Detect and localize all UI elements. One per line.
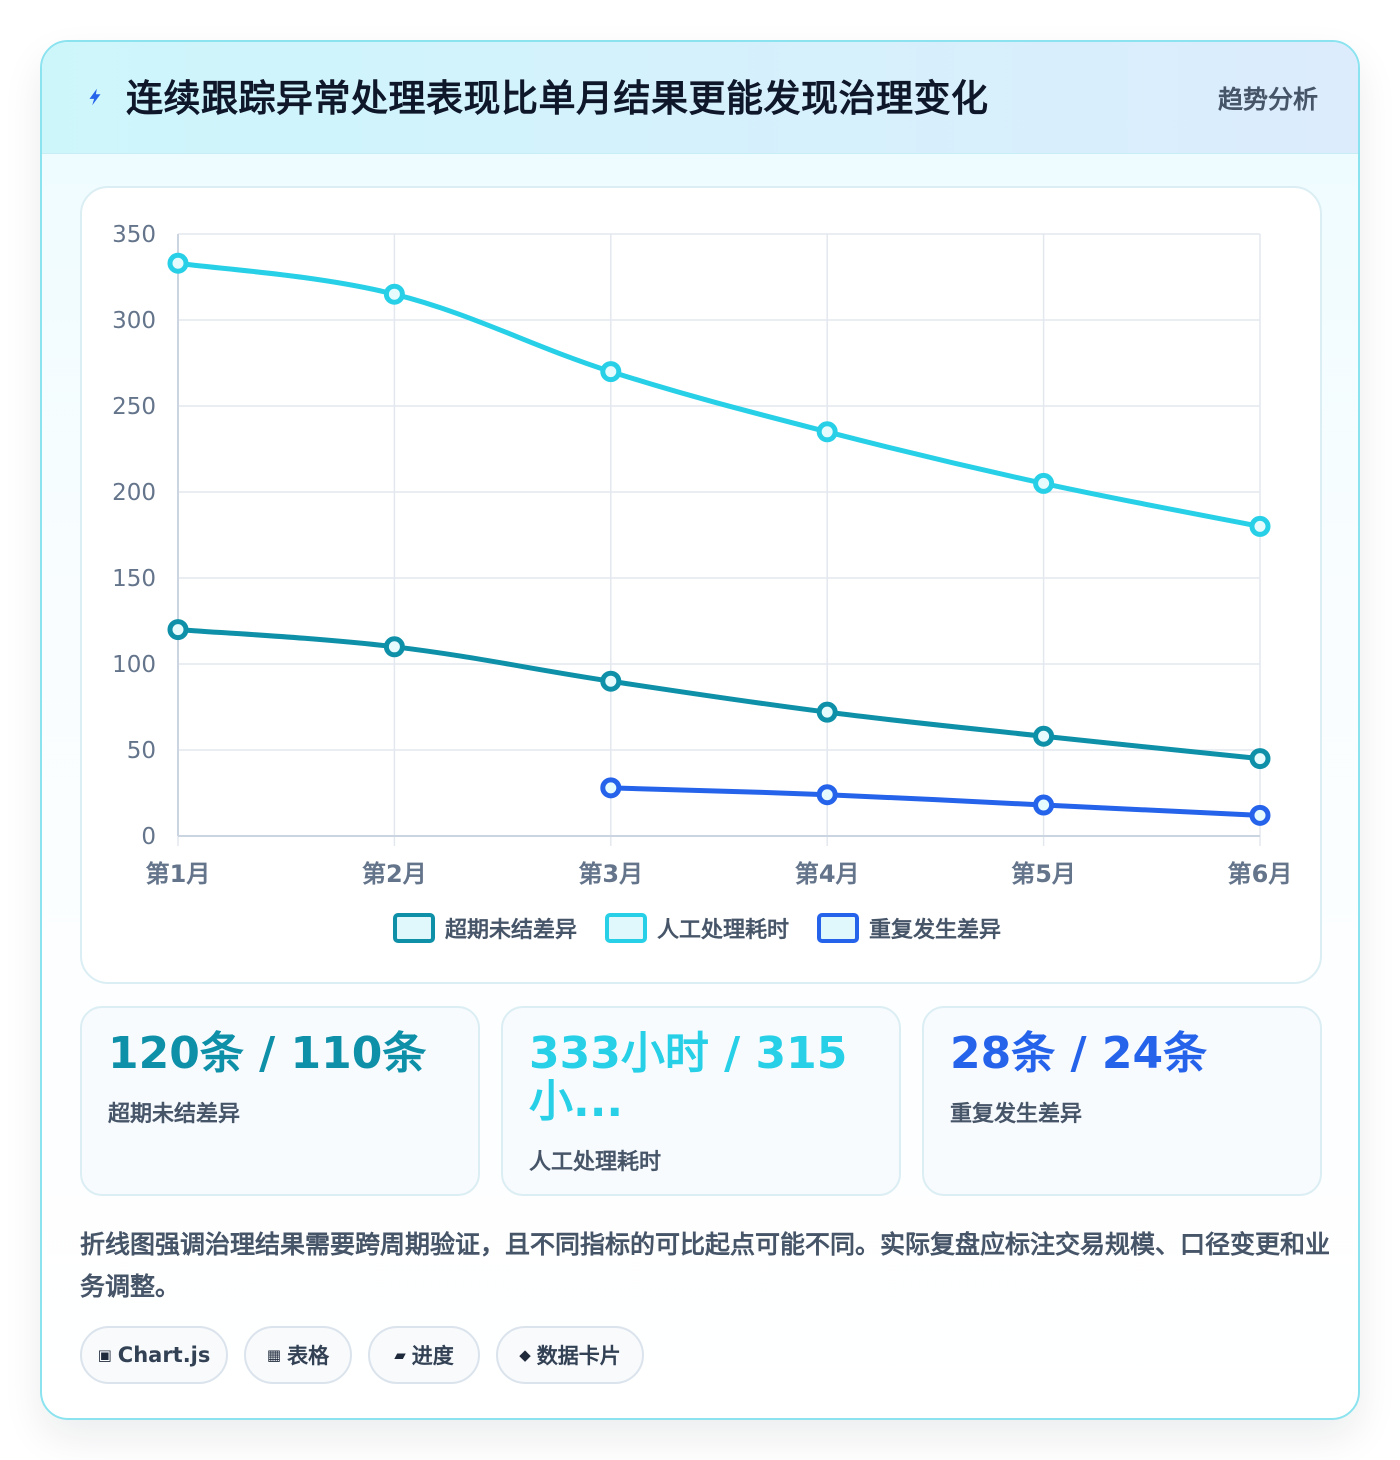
chip-label: 进度 bbox=[411, 1344, 454, 1368]
y-tick-label: 50 bbox=[127, 738, 156, 764]
table-icon: ▦ bbox=[266, 1346, 282, 1364]
chart-note: 折线图强调治理结果需要跨周期验证，且不同指标的可比起点可能不同。实际复盘应标注交… bbox=[80, 1230, 1331, 1301]
series-line-3 bbox=[608, 785, 1263, 818]
data-point bbox=[1249, 748, 1271, 770]
trend-card: 连续跟踪异常处理表现比单月结果更能发现治理变化 趋势分析 0 50 100 150 20… bbox=[40, 40, 1360, 1420]
line-chart: 0 50 100 150 200 250 300 350 第1月 第2月 第3月 第4月 第5月 第6月超… bbox=[112, 222, 1293, 943]
stat-value: 120条 / 110条 bbox=[108, 1030, 427, 1078]
lightning-icon bbox=[89, 88, 101, 106]
data-point bbox=[167, 619, 189, 641]
chip-label: Chart.js bbox=[117, 1343, 211, 1367]
stat-card-repeat: 28条 / 24条 重复发生差异 bbox=[922, 1006, 1322, 1196]
stat-label: 人工处理耗时 bbox=[529, 1150, 662, 1175]
data-point bbox=[383, 283, 405, 305]
card-title: 连续跟踪异常处理表现比单月结果更能发现治理变化 bbox=[126, 77, 989, 120]
series-line-1 bbox=[175, 627, 1263, 762]
series-line-2 bbox=[175, 260, 1263, 529]
y-tick-label: 300 bbox=[112, 308, 156, 334]
chip-label: 表格 bbox=[287, 1344, 330, 1368]
data-point bbox=[600, 777, 622, 799]
stat-value: 333小时 / 315小... bbox=[529, 1030, 848, 1126]
stat-label: 重复发生差异 bbox=[950, 1102, 1083, 1127]
x-tick-label: 第1月 bbox=[146, 860, 211, 888]
x-tick-label: 第5月 bbox=[1011, 860, 1076, 888]
stat-card-manual-time: 333小时 / 315小... 人工处理耗时 bbox=[501, 1006, 901, 1196]
data-point bbox=[1249, 804, 1271, 826]
y-tick-label: 350 bbox=[112, 222, 156, 248]
progress-icon: ▰ bbox=[394, 1346, 406, 1364]
data-point bbox=[383, 636, 405, 658]
data-point bbox=[167, 252, 189, 274]
card-icon: ◆ bbox=[519, 1346, 531, 1364]
card-header: 连续跟踪异常处理表现比单月结果更能发现治理变化 趋势分析 bbox=[42, 42, 1358, 154]
chip-table[interactable]: ▦ 表格 bbox=[244, 1326, 352, 1384]
legend-swatch-3 bbox=[817, 913, 859, 943]
legend-label-1: 超期未结差异 bbox=[445, 917, 577, 943]
x-tick-label: 第6月 bbox=[1228, 860, 1293, 888]
chip-label: 数据卡片 bbox=[536, 1344, 621, 1368]
data-point bbox=[600, 361, 622, 383]
legend-swatch-2 bbox=[605, 913, 647, 943]
data-point bbox=[1249, 515, 1271, 537]
data-point bbox=[816, 701, 838, 723]
card-tag: 趋势分析 bbox=[1217, 85, 1318, 114]
chip-chartjs[interactable]: ▣ Chart.js bbox=[80, 1326, 228, 1384]
line-chart-panel: 0 50 100 150 200 250 300 350 第1月 第2月 第3月 第4月 第5月 第6月超… bbox=[80, 186, 1322, 984]
legend-label-2: 人工处理耗时 bbox=[657, 917, 789, 943]
chart-icon: ▣ bbox=[97, 1346, 112, 1364]
stat-label: 超期未结差异 bbox=[108, 1102, 241, 1127]
data-point bbox=[816, 421, 838, 443]
data-point bbox=[1033, 725, 1055, 747]
x-tick-label: 第3月 bbox=[578, 860, 643, 888]
legend-swatch-1 bbox=[393, 913, 435, 943]
data-point bbox=[600, 670, 622, 692]
data-point bbox=[1033, 472, 1055, 494]
y-tick-label: 200 bbox=[112, 480, 156, 506]
y-tick-label: 0 bbox=[141, 824, 156, 850]
legend-label-3: 重复发生差异 bbox=[869, 917, 1001, 943]
data-point bbox=[816, 784, 838, 806]
y-tick-label: 150 bbox=[112, 566, 156, 592]
stat-value: 28条 / 24条 bbox=[950, 1030, 1208, 1078]
chip-progress[interactable]: ▰ 进度 bbox=[368, 1326, 480, 1384]
y-tick-label: 250 bbox=[112, 394, 156, 420]
data-point bbox=[1033, 794, 1055, 816]
x-tick-label: 第2月 bbox=[362, 860, 427, 888]
chip-data-card[interactable]: ◆ 数据卡片 bbox=[496, 1326, 644, 1384]
stat-card-overdue: 120条 / 110条 超期未结差异 bbox=[80, 1006, 480, 1196]
x-tick-label: 第4月 bbox=[795, 860, 860, 888]
y-tick-label: 100 bbox=[112, 652, 156, 678]
